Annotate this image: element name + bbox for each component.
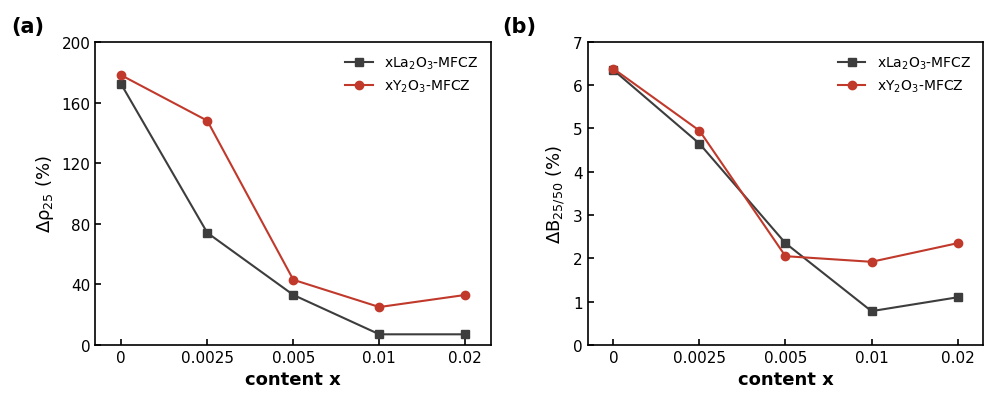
X-axis label: content x: content x — [738, 371, 833, 388]
xY$_2$O$_3$-MFCZ — [607, 67, 619, 72]
xY$_2$O$_3$-MFCZ — [373, 305, 385, 310]
xLa$_2$O$_3$-MFCZ — [459, 332, 471, 337]
xLa$_2$O$_3$-MFCZ — [952, 295, 964, 300]
xLa$_2$O$_3$-MFCZ — [693, 142, 705, 147]
xY$_2$O$_3$-MFCZ — [115, 74, 127, 79]
Y-axis label: ΔB$_{25/50}$ (%): ΔB$_{25/50}$ (%) — [545, 145, 567, 243]
xLa$_2$O$_3$-MFCZ — [287, 293, 299, 298]
xY$_2$O$_3$-MFCZ — [693, 129, 705, 134]
xY$_2$O$_3$-MFCZ — [201, 119, 213, 124]
Text: (b): (b) — [502, 17, 536, 37]
Legend: xLa$_2$O$_3$-MFCZ, xY$_2$O$_3$-MFCZ: xLa$_2$O$_3$-MFCZ, xY$_2$O$_3$-MFCZ — [832, 50, 976, 100]
xLa$_2$O$_3$-MFCZ — [866, 309, 878, 314]
xLa$_2$O$_3$-MFCZ — [373, 332, 385, 337]
Text: (a): (a) — [11, 17, 44, 37]
xY$_2$O$_3$-MFCZ — [952, 241, 964, 246]
xY$_2$O$_3$-MFCZ — [866, 260, 878, 264]
xLa$_2$O$_3$-MFCZ — [201, 231, 213, 236]
xLa$_2$O$_3$-MFCZ — [779, 241, 791, 246]
xY$_2$O$_3$-MFCZ — [287, 278, 299, 283]
Line: xLa$_2$O$_3$-MFCZ: xLa$_2$O$_3$-MFCZ — [117, 81, 470, 339]
xY$_2$O$_3$-MFCZ — [459, 293, 471, 298]
Line: xY$_2$O$_3$-MFCZ: xY$_2$O$_3$-MFCZ — [117, 72, 470, 311]
X-axis label: content x: content x — [245, 371, 341, 388]
Line: xLa$_2$O$_3$-MFCZ: xLa$_2$O$_3$-MFCZ — [609, 67, 962, 315]
Line: xY$_2$O$_3$-MFCZ: xY$_2$O$_3$-MFCZ — [609, 66, 962, 266]
Legend: xLa$_2$O$_3$-MFCZ, xY$_2$O$_3$-MFCZ: xLa$_2$O$_3$-MFCZ, xY$_2$O$_3$-MFCZ — [340, 50, 484, 100]
Y-axis label: Δρ$_{25}$ (%): Δρ$_{25}$ (%) — [34, 155, 56, 233]
xY$_2$O$_3$-MFCZ — [779, 254, 791, 259]
xLa$_2$O$_3$-MFCZ — [115, 83, 127, 87]
xLa$_2$O$_3$-MFCZ — [607, 68, 619, 73]
